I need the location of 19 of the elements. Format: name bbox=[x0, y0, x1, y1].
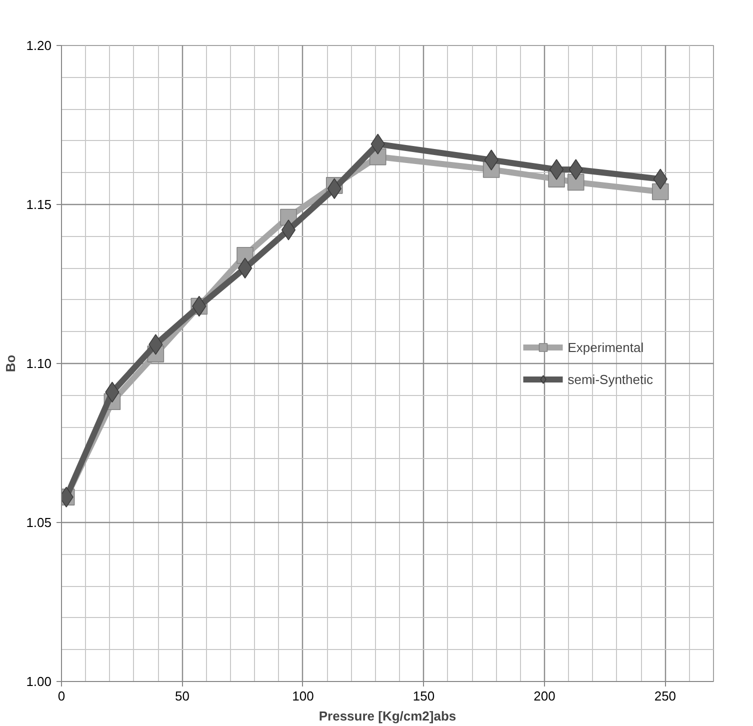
y-tick-label: 1.05 bbox=[26, 515, 52, 530]
x-tick-label: 50 bbox=[175, 688, 190, 704]
y-axis-title: Bo bbox=[3, 354, 18, 372]
x-tick-label: 150 bbox=[412, 688, 435, 704]
x-tick-label: 0 bbox=[58, 688, 66, 704]
legend-label: Experimental bbox=[568, 340, 644, 354]
point bbox=[281, 220, 296, 240]
y-tick-label: 1.10 bbox=[26, 356, 52, 371]
y-tick-label: 1.15 bbox=[26, 197, 52, 212]
point bbox=[652, 183, 669, 200]
point bbox=[549, 159, 564, 180]
legend-label: semi-Synthetic bbox=[568, 372, 653, 386]
x-tick-label: 250 bbox=[654, 688, 676, 704]
point bbox=[238, 258, 252, 278]
x-tick-label: 100 bbox=[292, 688, 314, 704]
y-tick-label: 1.00 bbox=[26, 674, 52, 689]
x-tick-label: 200 bbox=[534, 688, 556, 704]
x-axis-title: Pressure [Kg/cm2]abs bbox=[318, 708, 456, 724]
y-tick-label: 1.20 bbox=[26, 38, 52, 53]
